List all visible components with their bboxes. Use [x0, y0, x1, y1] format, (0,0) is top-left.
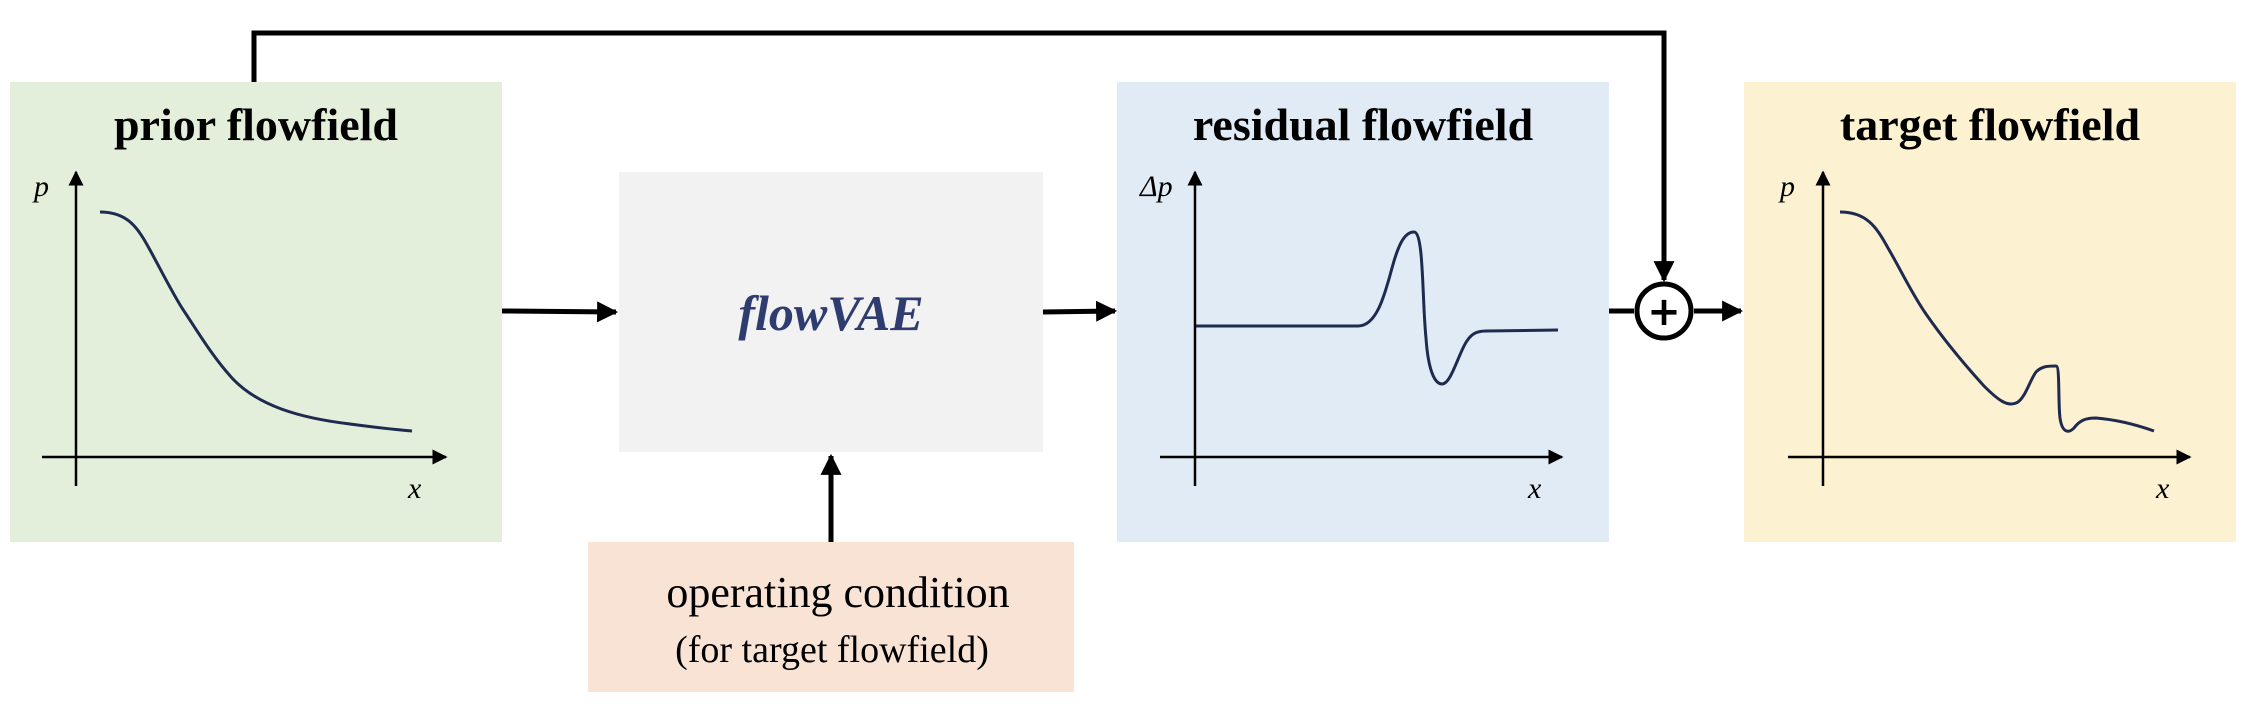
flow-connectors — [251, 30, 1744, 542]
operating-condition-box — [588, 542, 1074, 692]
residual-flowfield-panel: residual flowfield Δp x — [1117, 82, 1609, 542]
flowvae-block: flowVAE — [619, 172, 1043, 452]
flowvae-label: flowVAE — [738, 285, 923, 341]
prior-panel-background — [10, 82, 502, 542]
target-panel-title: target flowfield — [1840, 99, 2141, 150]
prior-x-label: x — [407, 472, 422, 505]
target-pressure-curve — [1839, 210, 2155, 433]
residual-pressure-curve — [1196, 230, 1559, 386]
target-flowfield-panel: target flowfield p x — [1744, 82, 2236, 542]
sum-node-circle — [1634, 281, 1694, 341]
sum-node-symbol: + — [1647, 289, 1681, 335]
residual-panel-title: residual flowfield — [1193, 99, 1534, 150]
residual-x-label: x — [1527, 472, 1542, 505]
prior-flowfield-panel: prior flowfield p x — [10, 82, 502, 542]
residual-panel-background — [1117, 82, 1609, 542]
target-x-label: x — [2155, 472, 2170, 505]
prior-pressure-curve — [99, 210, 413, 433]
target-panel-background — [1744, 82, 2236, 542]
operating-condition-label: operating condition — [666, 568, 1009, 617]
prior-to-flowvae-arrow — [501, 301, 619, 323]
prior-y-label: p — [32, 170, 49, 203]
residual-y-label: Δp — [1139, 170, 1173, 203]
operating-condition-sublabel: (for target flowfield) — [675, 629, 989, 671]
prior-skip-connection — [251, 30, 1675, 283]
prior-panel-title: prior flowfield — [114, 99, 398, 150]
flowvae-to-residual-arrow — [1042, 300, 1118, 322]
plus-circle-icon: + — [1634, 281, 1694, 341]
operating-condition-block: operating condition (for target flowfiel… — [588, 542, 1074, 692]
flowvae-box — [619, 172, 1043, 452]
target-y-label: p — [1778, 170, 1795, 203]
